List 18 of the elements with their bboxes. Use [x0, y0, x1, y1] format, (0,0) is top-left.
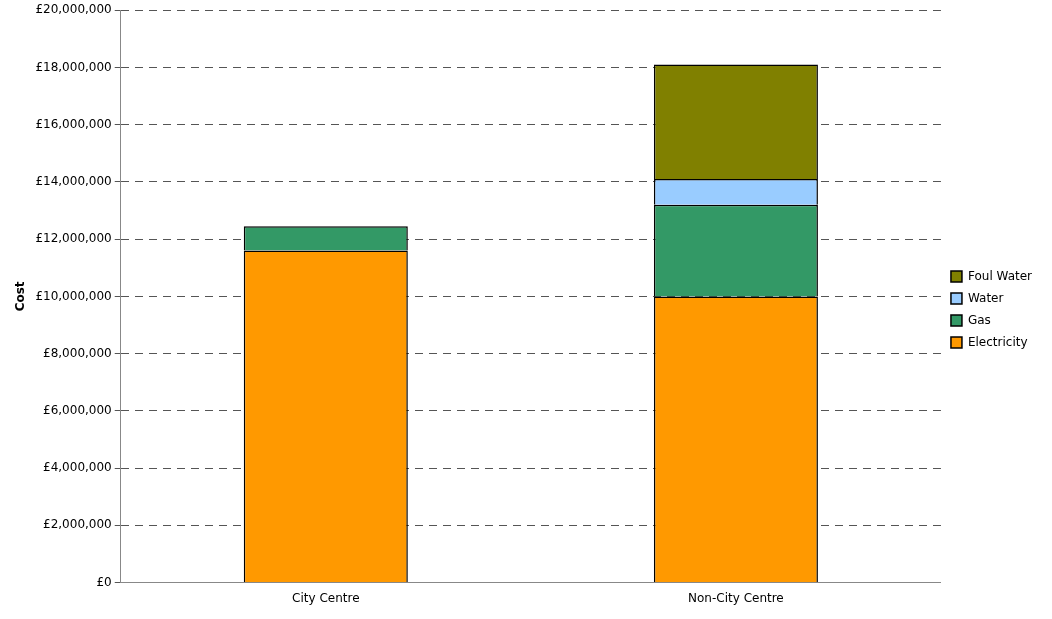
y-tick-label: £20,000,000: [35, 2, 112, 17]
y-tick-label: £10,000,000: [35, 288, 112, 303]
y-tick-label: £4,000,000: [43, 460, 112, 475]
y-tick-label: £6,000,000: [43, 403, 112, 418]
y-tick-label: £18,000,000: [35, 59, 112, 74]
y-tick-label: £0: [96, 574, 112, 589]
y-tick-label: £12,000,000: [35, 231, 112, 246]
legend-label: Electricity: [967, 334, 1028, 349]
legend-label: Water: [967, 290, 1004, 305]
legend-label: Foul Water: [967, 268, 1033, 283]
legend-label: Gas: [967, 312, 991, 327]
y-tick-label: £16,000,000: [35, 116, 112, 131]
x-tick-label: Non-City Centre: [688, 590, 784, 605]
x-tick-label: City Centre: [292, 590, 360, 605]
y-tick-label: £2,000,000: [43, 517, 112, 532]
y-axis-title: Cost: [13, 281, 28, 312]
y-tick-label: £14,000,000: [35, 174, 112, 189]
y-tick-label: £8,000,000: [43, 345, 112, 360]
